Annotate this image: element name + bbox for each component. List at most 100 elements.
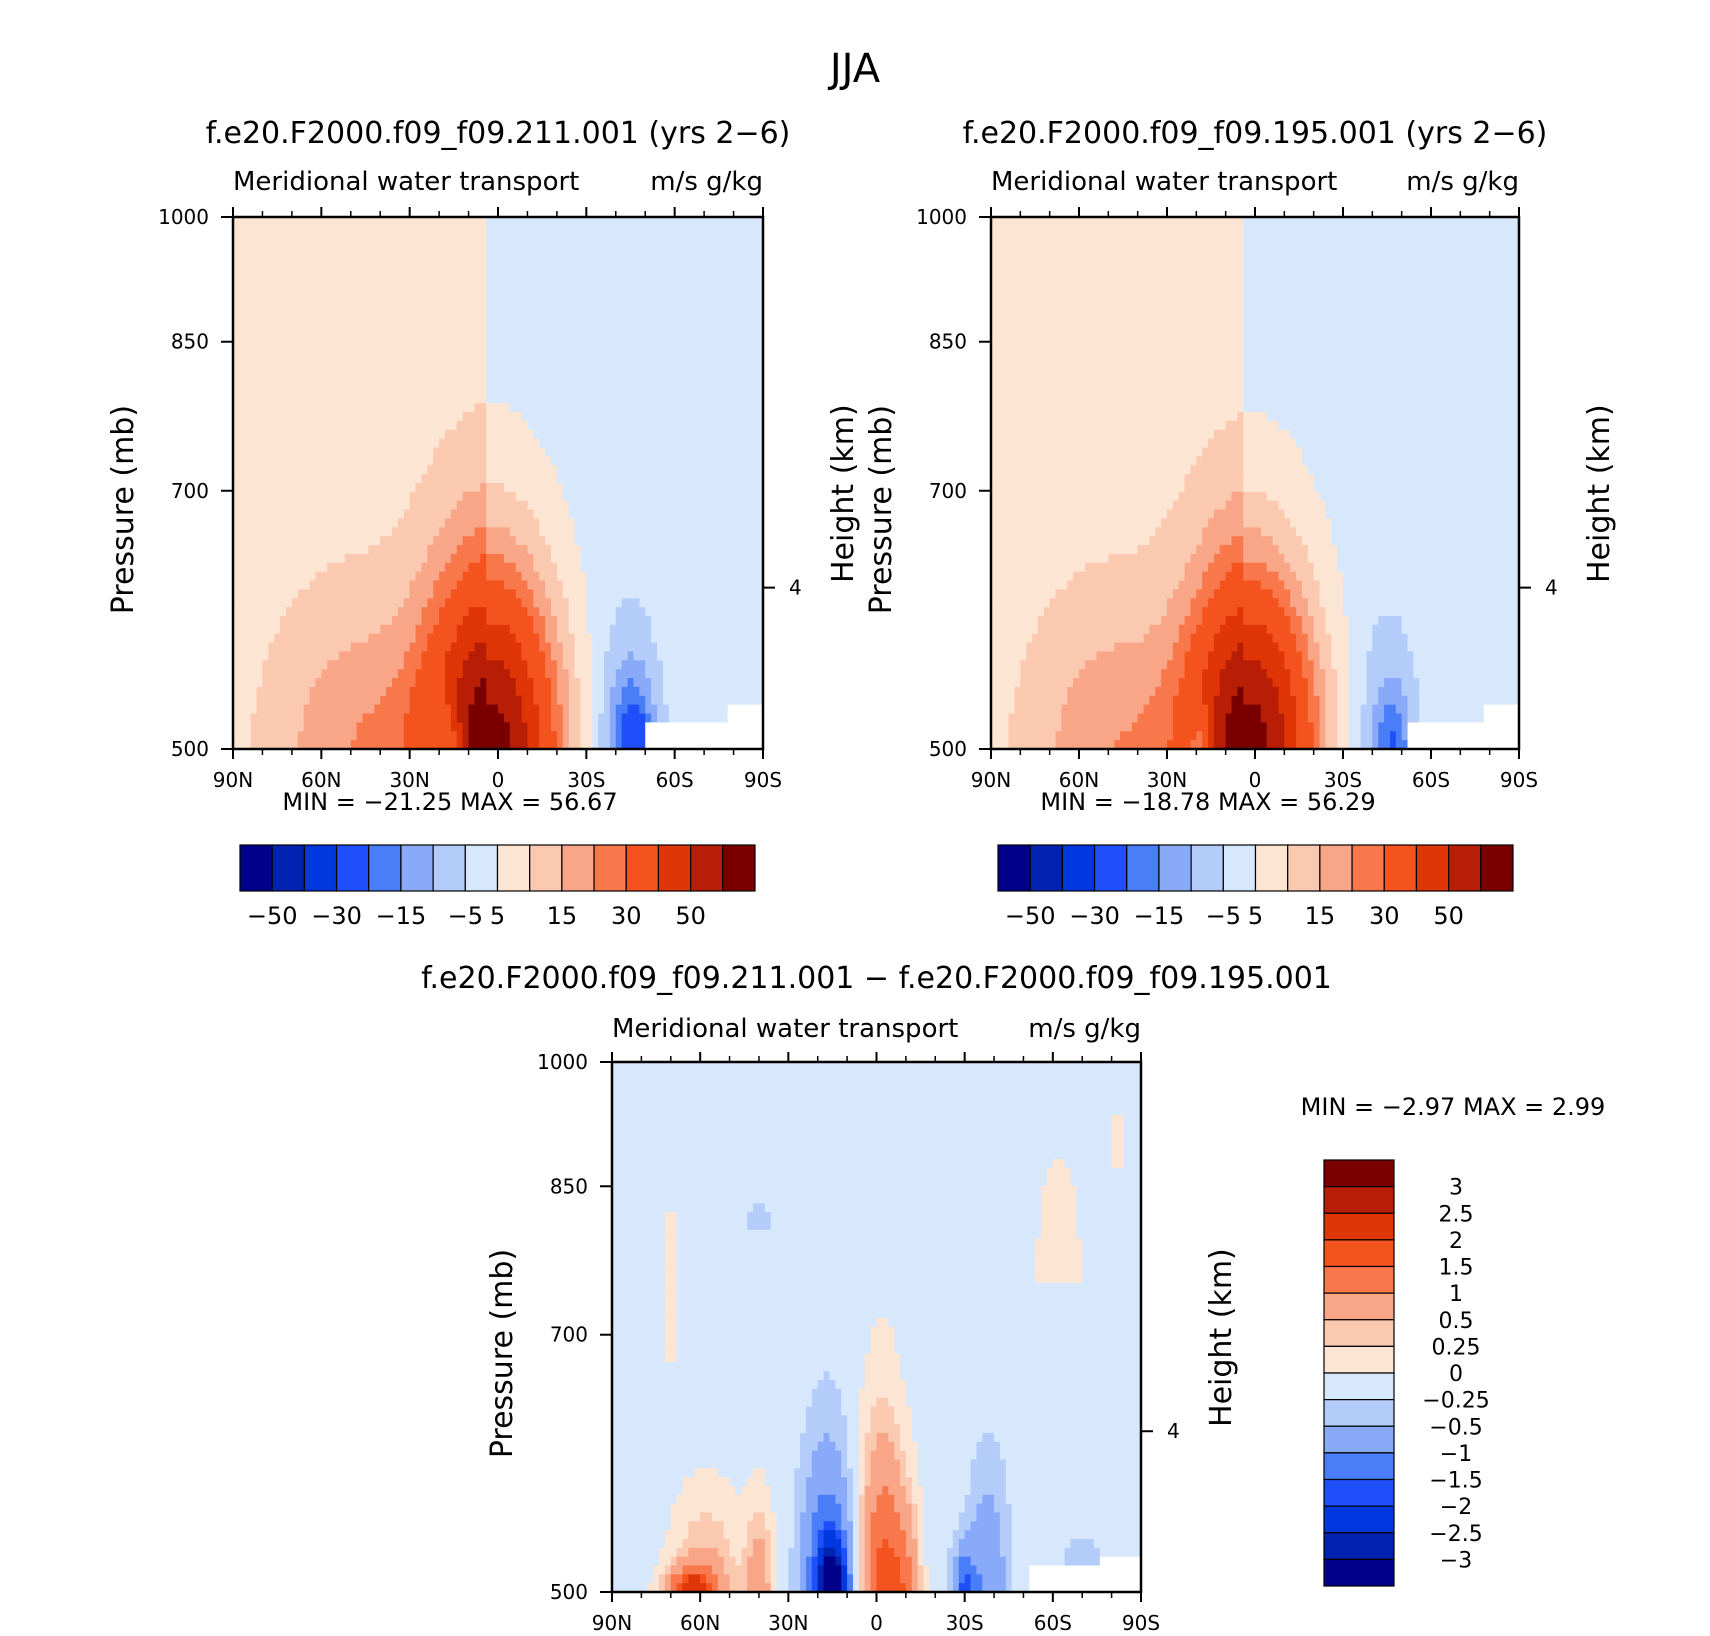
contour-cell [1243,518,1291,528]
colorbar-label: 1.5 [1439,1256,1474,1281]
contour-cell [592,669,605,679]
contour-cell [676,1318,878,1328]
contour-cell [1284,740,1297,750]
contour-cell [645,713,652,723]
contour-cell [586,607,617,617]
contour-cell [233,465,428,475]
contour-cell [409,491,464,502]
contour-cell [551,695,558,706]
contour-cell [1049,598,1168,608]
contour-cell [1378,686,1403,697]
contour-cell [1378,722,1403,732]
contour-cell [645,740,764,750]
contour-cell [1213,429,1244,440]
contour-cell [233,571,317,582]
right-axis-label: Height (km) [1204,1248,1239,1427]
contour-cell [1278,545,1309,555]
contour-cell [233,651,269,661]
contour-cell [1111,1141,1124,1151]
contour-cell [858,1406,872,1416]
contour-cell [1313,562,1338,573]
contour-cell [233,287,487,298]
contour-cell [604,651,629,661]
contour-cell [1243,252,1520,262]
panel-title: f.e20.F2000.f09_f09.195.001 (yrs 2−6) [963,116,1548,151]
contour-cell [1076,1194,1142,1204]
contour-cell [356,722,405,732]
contour-cell [1011,1521,1142,1531]
contour-cell [1073,571,1186,582]
contour-cell [1348,740,1362,750]
contour-cell [917,1539,925,1549]
contour-cell [612,1556,660,1567]
contour-cell [894,1441,901,1452]
contour-cell [858,1424,872,1434]
contour-cell [991,500,1174,511]
x-tick-label: 90N [592,1611,632,1635]
contour-cell [639,704,646,715]
contour-cell [794,1477,807,1487]
contour-cell [1384,704,1397,715]
contour-cell [1296,722,1315,732]
contour-cell [1237,686,1244,697]
contour-cell [923,1547,948,1558]
contour-cell [976,1450,1001,1461]
contour-cell [450,704,458,715]
contour-cell [403,651,423,661]
contour-cell [888,1486,907,1496]
contour-cell [991,270,1244,280]
contour-cell [723,1565,748,1575]
contour-cell [900,1362,1142,1372]
contour-cell [1111,1123,1124,1134]
contour-cell [1290,669,1303,679]
contour-cell [233,225,487,236]
contour-cell [1325,616,1350,626]
contour-cell [811,1556,819,1567]
contour-cell [1243,217,1520,227]
contour-cell [521,713,540,723]
contour-cell [1325,713,1338,723]
contour-cell [991,252,1244,262]
contour-cell [1149,536,1203,546]
contour-cell [858,1574,866,1584]
contour-cell [1360,713,1373,723]
contour-cell [1020,669,1080,679]
colorbar-swatch [1323,1265,1395,1294]
colorbar-label: −5 [1206,902,1241,930]
contour-cell [621,713,646,723]
contour-cell [1082,1274,1142,1284]
contour-cell [1123,1141,1142,1151]
contour-cell [1331,518,1520,528]
contour-cell [991,740,1010,750]
contour-cell [1064,1159,1113,1169]
contour-cell [1401,722,1409,732]
contour-cell [486,642,523,653]
contour-cell [847,1494,854,1505]
contour-cell [1407,740,1520,750]
contour-cell [539,731,558,741]
contour-cell [852,1486,860,1496]
contour-cell [627,704,640,715]
contour-cell [1082,1238,1142,1249]
colorbar-label: −50 [1005,902,1056,930]
contour-cell [747,1574,766,1584]
contour-cell [991,678,1021,688]
contour-cell [1384,713,1403,723]
contour-cell [415,669,446,679]
contour-cell [568,607,587,617]
contour-cell [970,1583,983,1593]
contour-cell [991,686,1016,697]
contour-cell [403,509,452,520]
contour-cell [574,527,764,537]
contour-cell [612,1203,754,1213]
contour-cell [894,1503,913,1514]
contour-cell [1296,571,1315,582]
y-tick-label: 500 [929,737,967,761]
contour-cell [486,500,529,511]
contour-cell [233,527,393,537]
contour-cell [999,1441,1142,1452]
contour-cell [1278,571,1297,582]
contour-cell [556,474,764,484]
contour-cell [233,332,487,342]
height-tick-label: 4 [1167,1419,1180,1443]
